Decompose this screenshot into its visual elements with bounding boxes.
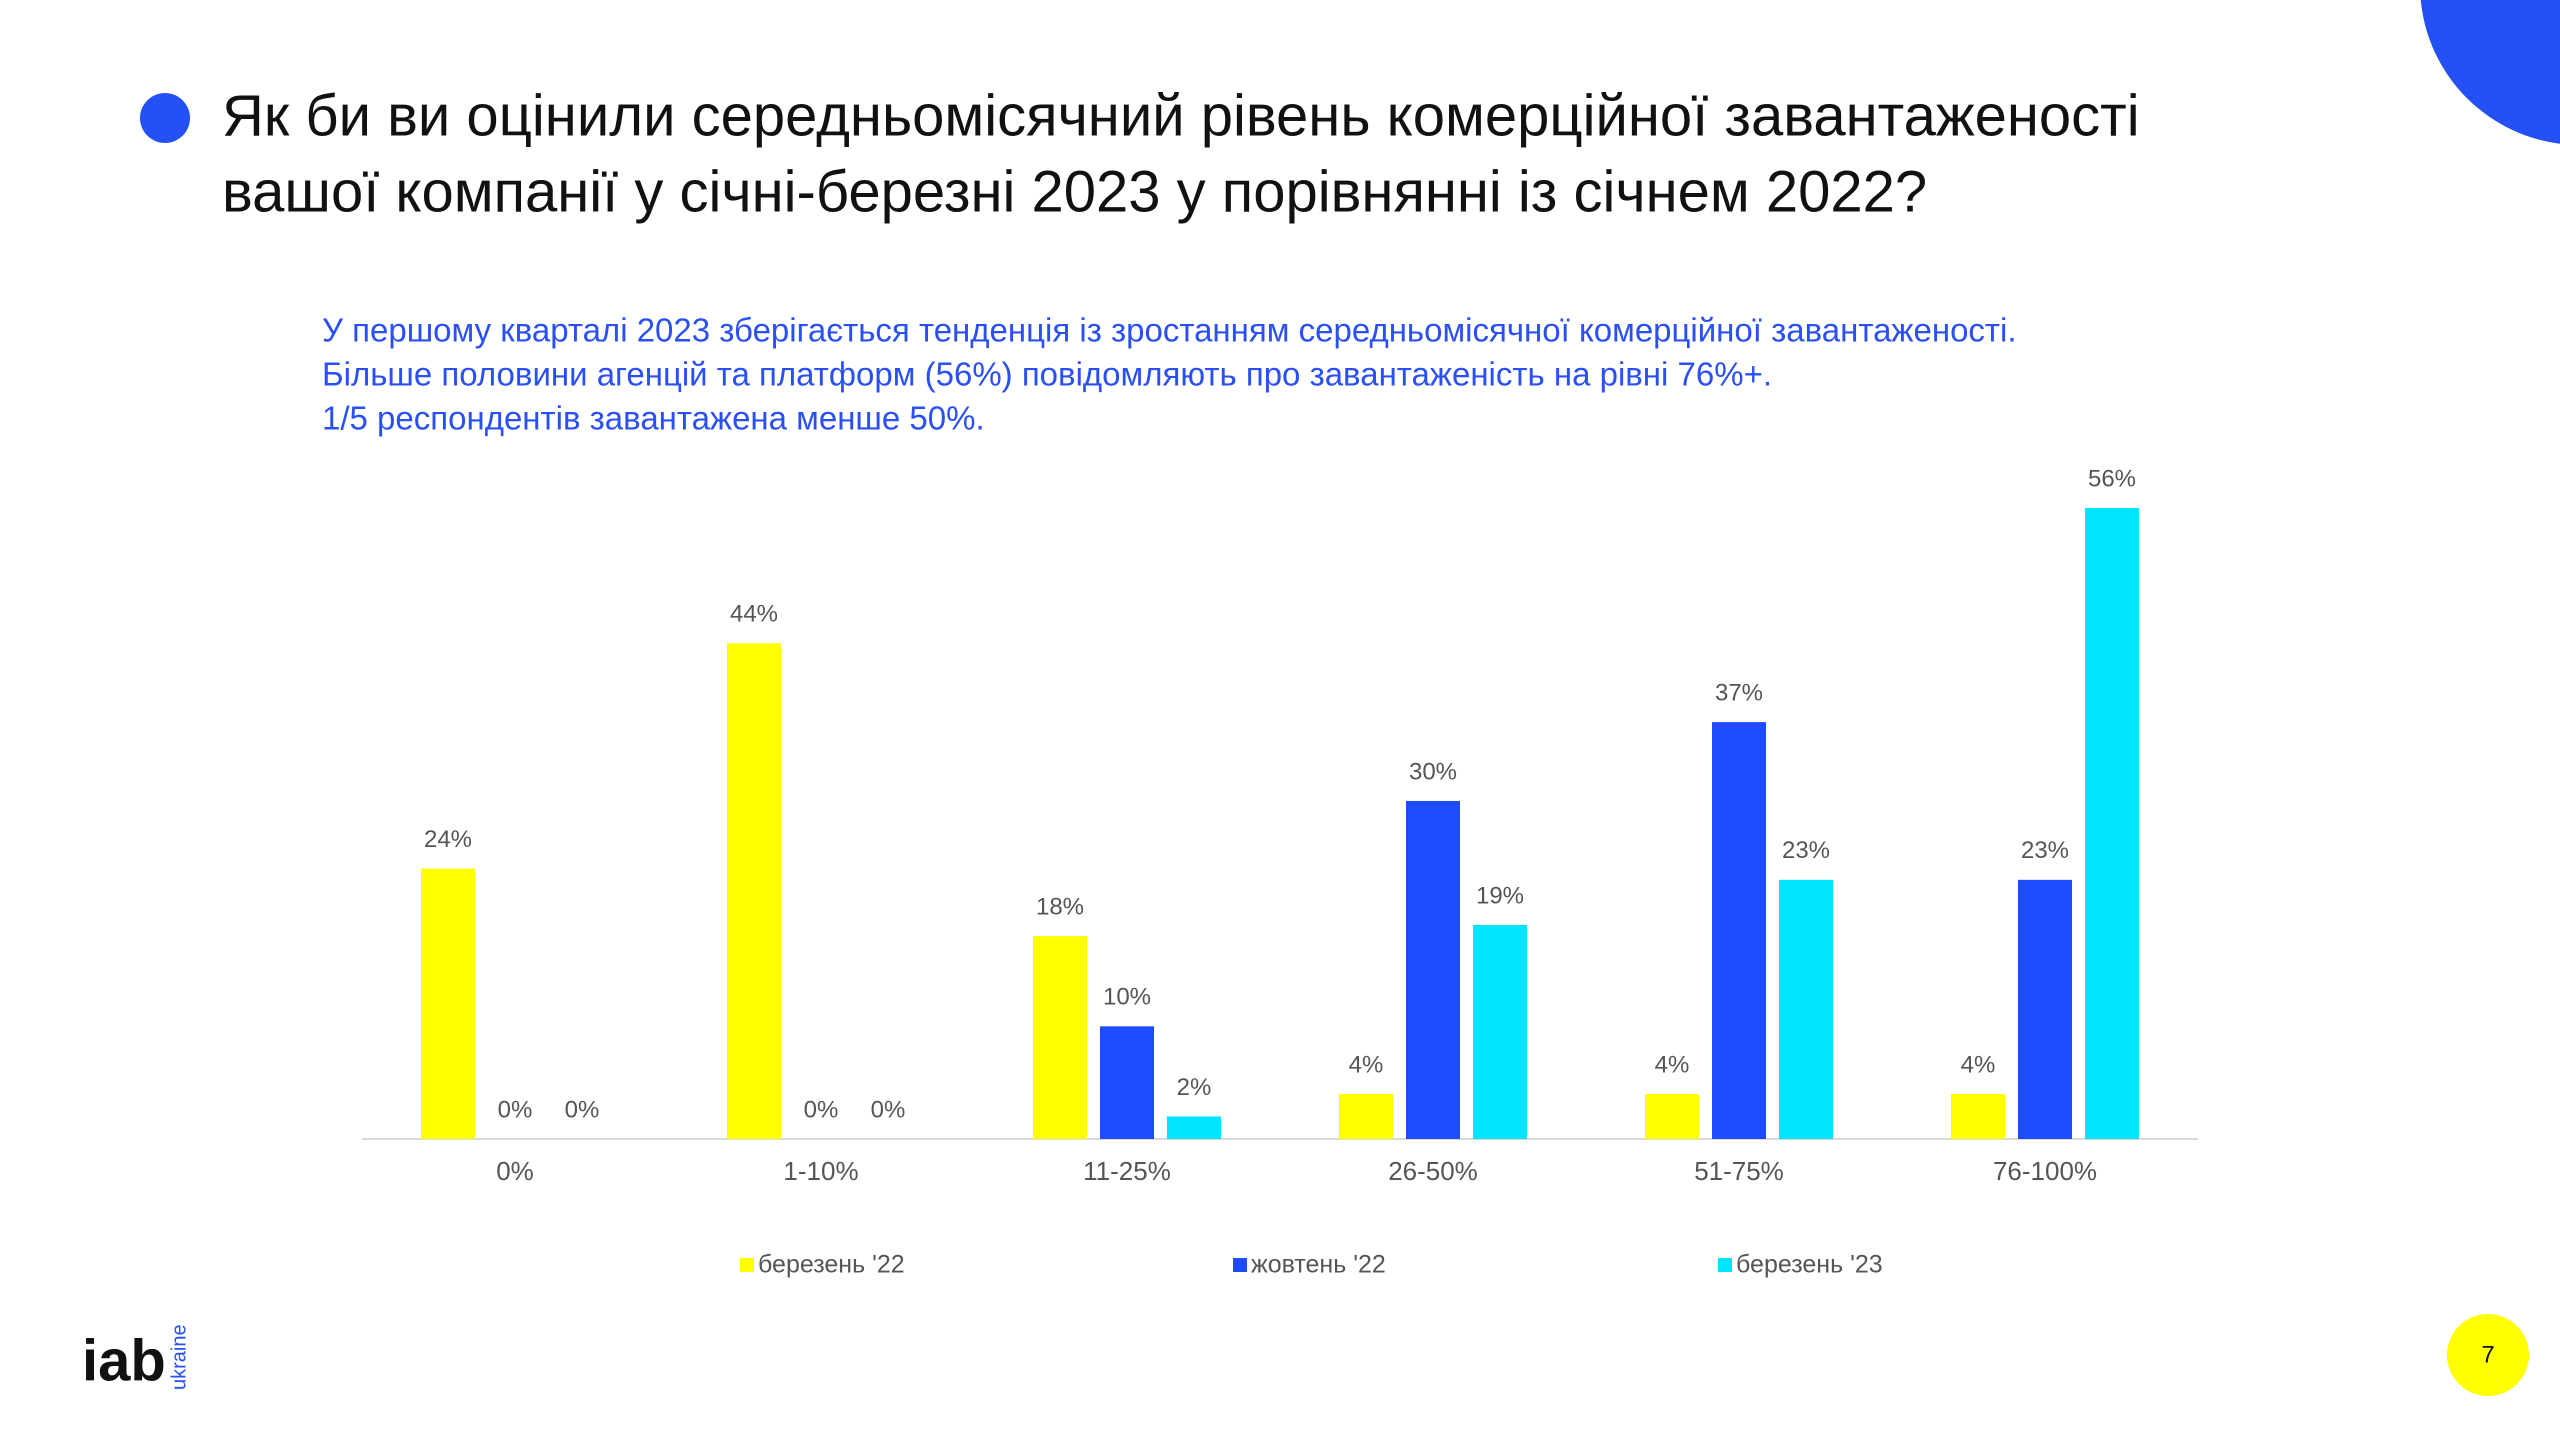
subtitle-line: Більше половини агенцій та платформ (56%… (322, 356, 1772, 393)
x-tick-label: 51-75% (1694, 1156, 1784, 1186)
x-tick-label: 26-50% (1388, 1156, 1478, 1186)
bar (1951, 1093, 2005, 1139)
bar (1339, 1093, 1393, 1139)
value-label: 4% (1349, 1051, 1384, 1078)
bar (1033, 936, 1087, 1139)
logo-text: iab (82, 1328, 166, 1393)
value-label: 18% (1036, 894, 1084, 921)
value-label: 0% (871, 1096, 906, 1123)
corner-circle (2420, 0, 2560, 144)
page-number-badge (2447, 1314, 2529, 1396)
bar (1100, 1026, 1154, 1139)
legend-swatch (740, 1258, 754, 1272)
legend-label: жовтень '22 (1251, 1251, 1386, 1279)
bar (1645, 1093, 1699, 1139)
page-number: 7 (2481, 1341, 2494, 1368)
value-label: 4% (1961, 1051, 1996, 1078)
bar (1712, 722, 1766, 1139)
bar (1406, 800, 1460, 1139)
value-label: 0% (804, 1096, 839, 1123)
value-label: 19% (1476, 882, 1524, 909)
x-tick-label: 1-10% (783, 1156, 858, 1186)
logo-sub: ukraine (168, 1324, 190, 1390)
legend-label: березень '22 (758, 1251, 905, 1279)
value-label: 4% (1655, 1051, 1690, 1078)
value-label: 30% (1409, 758, 1457, 785)
x-tick-label: 0% (496, 1156, 534, 1186)
value-label: 0% (565, 1096, 600, 1123)
title-line: вашої компанії у січні-березні 2023 у по… (222, 159, 1927, 224)
value-label: 37% (1715, 679, 1763, 706)
bar (421, 868, 475, 1139)
x-tick-label: 76-100% (1993, 1156, 2097, 1186)
legend-label: березень '23 (1736, 1251, 1883, 1279)
value-label: 23% (1782, 837, 1830, 864)
bar (2018, 879, 2072, 1139)
bar (1473, 924, 1527, 1139)
bar (1779, 879, 1833, 1139)
x-tick-label: 11-25% (1083, 1156, 1171, 1186)
value-label: 2% (1177, 1074, 1212, 1101)
legend-swatch (1233, 1258, 1247, 1272)
bar (2085, 508, 2139, 1139)
bar (727, 643, 781, 1139)
value-label: 0% (498, 1096, 533, 1123)
title-line: Як би ви оцінили середньомісячний рівень… (222, 83, 2140, 148)
bar (1167, 1116, 1221, 1139)
value-label: 24% (424, 826, 472, 853)
value-label: 56% (2088, 465, 2136, 492)
value-label: 23% (2021, 837, 2069, 864)
value-label: 10% (1103, 984, 1151, 1011)
legend-swatch (1718, 1258, 1732, 1272)
subtitle-line: 1/5 респондентів завантажена менше 50%. (322, 400, 985, 437)
subtitle-line: У першому кварталі 2023 зберігається тен… (322, 312, 2017, 349)
value-label: 44% (730, 601, 778, 628)
title-bullet (140, 93, 190, 143)
bar-chart: 0% 24% 0% 0% 1-10% 44% 0% 0% 11-25% 18% 10% 2% 26-50… (421, 465, 2139, 1279)
